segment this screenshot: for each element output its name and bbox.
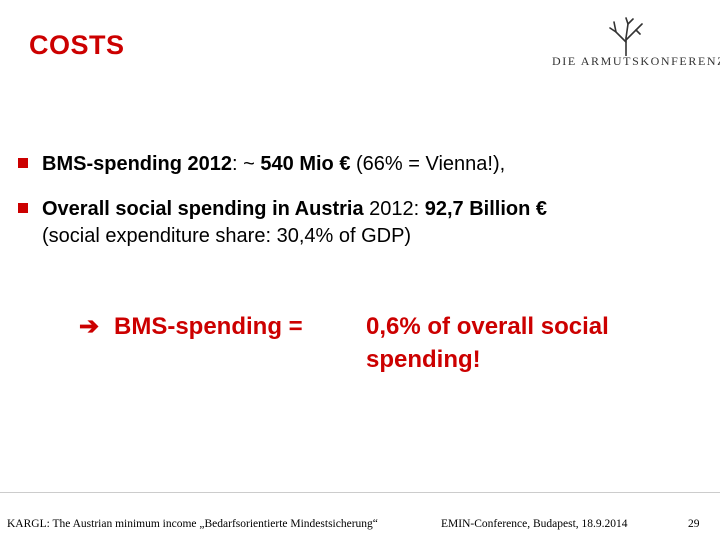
arrow-right-icon: ➔ <box>79 313 100 340</box>
bullet-item-bms-spending: BMS-spending 2012: ~ 540 Mio € (66% = Vi… <box>18 151 505 178</box>
footer-conference: EMIN-Conference, Budapest, 18.9.2014 <box>441 518 628 530</box>
bullet-bold-text: BMS-spending 2012 <box>42 153 233 175</box>
bullet-text: : ~ <box>232 153 261 175</box>
footer-author-title: KARGL: The Austrian minimum income „Beda… <box>7 518 378 530</box>
bullet-text: (66% = Vienna!), <box>350 153 506 175</box>
square-bullet-icon <box>18 158 28 168</box>
square-bullet-icon <box>18 203 28 213</box>
bullet-bold-value: 92,7 Billion € <box>424 198 548 220</box>
logo-text: DIE ARMUTSKONFERENZ. <box>552 54 720 68</box>
conclusion-label: BMS-spending = <box>114 313 303 340</box>
page-number: 29 <box>688 518 700 530</box>
footer-divider <box>0 492 720 493</box>
tree-icon <box>609 17 643 56</box>
bullet-bold-text: Overall social spending in Austria <box>42 198 364 220</box>
bullet-item-social-spending: Overall social spending in Austria 2012:… <box>18 196 547 250</box>
conclusion-value: 0,6% of overall social spending! <box>366 313 609 373</box>
bullet-text: 2012: <box>363 198 425 220</box>
armutskonferenz-logo: DIE ARMUTSKONFERENZ. <box>548 14 720 74</box>
conclusion: ➔ <box>79 310 107 343</box>
slide-title: COSTS <box>29 30 125 60</box>
bullet-bold-value: 540 Mio € <box>260 153 351 175</box>
bullet-continuation: (social expenditure share: 30,4% of GDP) <box>42 225 412 247</box>
